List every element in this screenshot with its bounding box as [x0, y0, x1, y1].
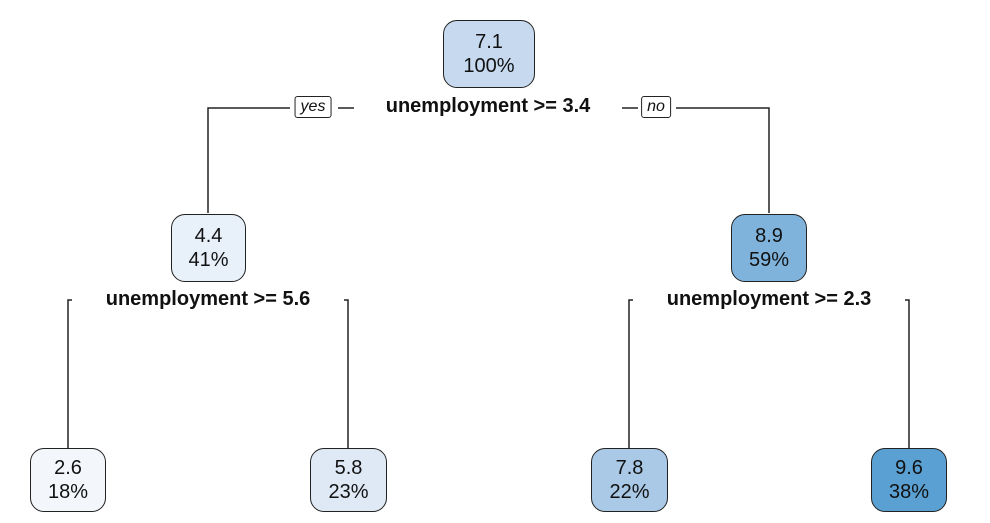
edge-root-to-left [207, 107, 290, 213]
node-left-percent: 41% [188, 249, 229, 271]
node-left: 4.4 41% [171, 214, 246, 282]
node-right-left-value: 7.8 [615, 457, 644, 479]
node-right-value: 8.9 [755, 225, 783, 247]
node-right: 8.9 59% [731, 214, 807, 282]
node-root-percent: 100% [463, 55, 515, 77]
edge-right-to-right-right [905, 299, 910, 448]
split-label-left: unemployment >= 5.6 [101, 288, 315, 311]
node-root: 7.1 100% [443, 20, 535, 88]
node-right-left: 7.8 22% [591, 448, 668, 512]
node-right-left-percent: 22% [609, 481, 650, 503]
node-left-right-value: 5.8 [334, 457, 363, 479]
node-right-right-value: 9.6 [895, 457, 923, 479]
edge-left-to-left-right [344, 299, 349, 448]
branch-tag-no: no [641, 96, 671, 118]
node-right-right-percent: 38% [888, 481, 930, 503]
node-right-right: 9.6 38% [871, 448, 947, 512]
split-label-root: unemployment >= 3.4 [381, 95, 595, 118]
split-label-right: unemployment >= 2.3 [662, 288, 876, 311]
node-right-percent: 59% [748, 249, 790, 271]
node-left-left: 2.6 18% [30, 448, 106, 512]
node-left-right-percent: 23% [328, 481, 369, 503]
node-left-left-value: 2.6 [54, 457, 82, 479]
node-left-left-percent: 18% [47, 481, 89, 503]
edge-left-to-left-left [67, 299, 72, 448]
node-root-value: 7.1 [475, 31, 503, 53]
node-left-value: 4.4 [194, 225, 223, 247]
node-left-right: 5.8 23% [310, 448, 387, 512]
branch-tag-yes: yes [294, 96, 332, 118]
edge-right-to-right-left [628, 299, 633, 448]
edge-root-to-right [676, 107, 770, 213]
